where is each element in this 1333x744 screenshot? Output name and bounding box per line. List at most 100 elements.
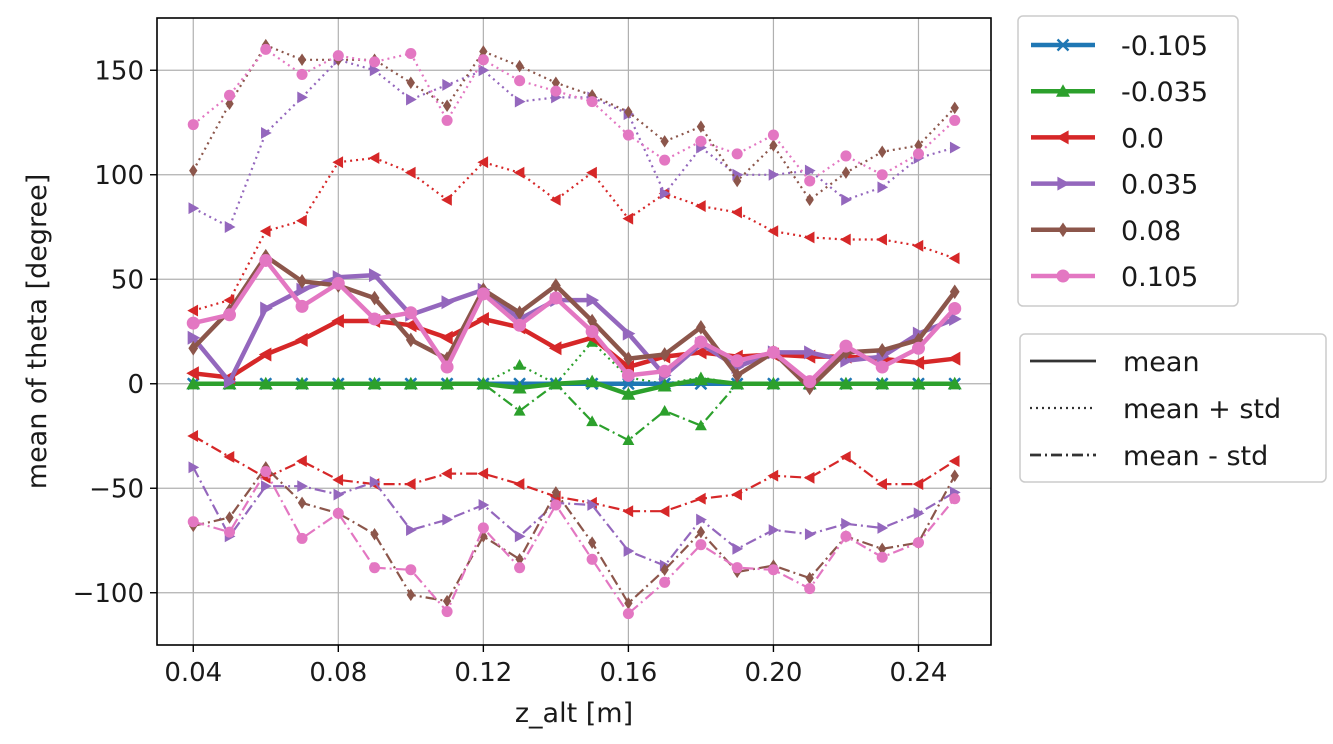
legend-label: 0.035: [1121, 170, 1198, 201]
data-point: [369, 476, 381, 488]
data-point: [694, 335, 708, 349]
data-point: [586, 293, 600, 308]
data-point: [876, 478, 887, 491]
data-point: [621, 368, 635, 382]
series-line: [192, 435, 956, 513]
data-point: [370, 527, 379, 541]
data-point: [367, 376, 382, 390]
data-point: [696, 319, 706, 335]
data-point: [877, 181, 889, 194]
data-point: [948, 455, 960, 468]
data-point: [949, 141, 961, 154]
data-point: [586, 415, 599, 427]
data-point: [803, 231, 815, 244]
series-line: [192, 258, 957, 384]
series-mean-plus-std-2: [187, 152, 960, 317]
data-point: [804, 164, 816, 177]
data-point: [622, 608, 634, 620]
data-point: [187, 516, 199, 528]
data-point: [803, 471, 815, 484]
data-point: [913, 507, 925, 520]
data-point: [731, 148, 743, 160]
data-point: [406, 76, 415, 90]
data-point: [839, 339, 853, 353]
data-point: [949, 311, 962, 326]
data-point: [223, 374, 237, 389]
data-point: [296, 68, 308, 80]
data-point: [947, 351, 961, 366]
data-point: [514, 530, 526, 543]
data-point: [260, 301, 273, 316]
data-point: [911, 376, 926, 390]
data-point: [623, 545, 635, 557]
data-point: [478, 64, 490, 77]
data-point: [658, 364, 672, 378]
data-point: [258, 376, 273, 390]
series-line: [193, 377, 955, 397]
data-point: [804, 583, 816, 595]
data-point: [476, 311, 489, 326]
data-point: [732, 542, 744, 555]
legend-series: -0.105 -0.035 0.0 0.035 0.08 0.105: [1017, 15, 1239, 307]
legend-item: 0.035: [1031, 170, 1198, 201]
y-tick-label: −100: [73, 579, 144, 609]
data-point: [295, 299, 309, 313]
data-point: [406, 93, 417, 106]
data-point: [766, 345, 780, 359]
data-point: [803, 375, 817, 389]
x-tick-label: 0.12: [454, 658, 512, 688]
data-point: [187, 304, 199, 317]
y-tick-label: 100: [94, 161, 144, 191]
data-point: [296, 532, 308, 544]
data-point: [442, 78, 454, 91]
data-point: [477, 156, 489, 169]
legend-label: 0.105: [1121, 262, 1198, 293]
x-tick-label: 0.16: [599, 658, 657, 688]
data-point: [440, 360, 454, 374]
data-point: [696, 513, 707, 526]
data-point: [514, 562, 526, 574]
data-point: [331, 276, 345, 290]
data-point: [442, 594, 452, 608]
data-point: [877, 522, 889, 534]
data-point: [331, 314, 344, 329]
data-point: [369, 562, 381, 574]
data-point: [840, 530, 852, 542]
data-point: [442, 99, 452, 113]
data-point: [223, 308, 237, 322]
data-point: [659, 347, 670, 362]
data-point: [405, 48, 417, 60]
data-point: [549, 193, 561, 206]
data-point: [223, 526, 236, 538]
data-point: [876, 233, 887, 246]
data-point: [660, 135, 669, 148]
data-point: [223, 89, 236, 101]
data-point: [514, 305, 525, 321]
data-point: [878, 542, 887, 556]
data-point: [840, 233, 851, 246]
data-point: [188, 461, 200, 474]
data-point: [731, 562, 743, 574]
series-mean-plus-std-5: [187, 43, 961, 187]
data-point: [477, 54, 489, 66]
data-point: [622, 326, 636, 341]
data-point: [840, 450, 851, 463]
data-point: [694, 492, 706, 505]
data-point: [513, 404, 526, 416]
data-point: [804, 345, 817, 360]
data-point: [621, 387, 636, 400]
data-point: [551, 76, 561, 90]
data-point: [512, 380, 527, 394]
data-point: [840, 150, 852, 162]
series-line: [193, 466, 956, 605]
data-point: [479, 45, 488, 58]
data-point: [548, 376, 563, 390]
data-point: [441, 467, 452, 480]
data-point: [767, 225, 779, 238]
data-point: [767, 469, 779, 482]
legend-label: -0.035: [1121, 77, 1208, 108]
data-point: [223, 450, 235, 463]
data-point: [911, 341, 925, 355]
data-point: [841, 517, 852, 530]
